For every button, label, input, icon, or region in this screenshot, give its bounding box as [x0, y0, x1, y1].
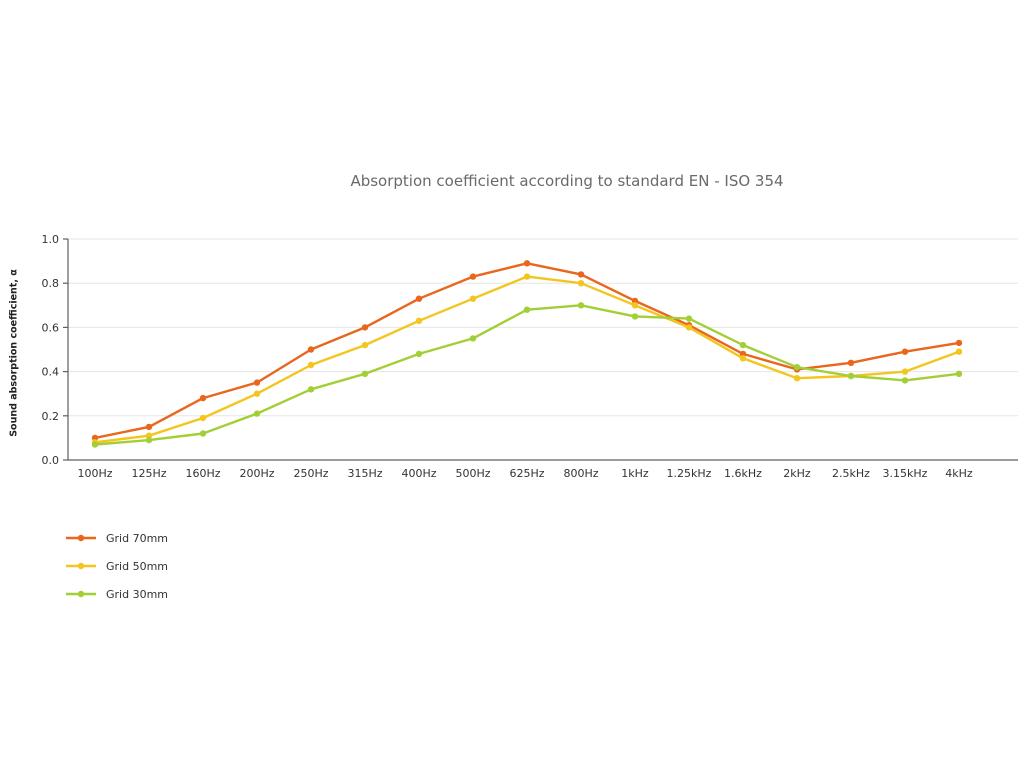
data-point-marker: [577, 280, 585, 287]
x-tick-label: 250Hz: [293, 467, 328, 480]
data-point-marker: [469, 335, 477, 342]
legend-label: Grid 70mm: [106, 531, 169, 545]
data-point-marker: [523, 273, 531, 280]
legend: Grid 70mm Grid 50mm Grid 30mm: [66, 524, 168, 608]
data-point-marker: [361, 341, 369, 349]
data-point-marker: [523, 306, 531, 313]
y-tick-label: 0.2: [42, 410, 60, 423]
x-tick-label: 800Hz: [563, 467, 598, 480]
legend-item: Grid 30mm: [66, 580, 168, 608]
data-point-marker: [415, 350, 423, 358]
data-point-marker: [685, 315, 693, 322]
data-point-marker: [253, 390, 261, 397]
data-point-marker: [145, 432, 153, 439]
series-line: [93, 304, 961, 446]
data-point-marker: [631, 297, 639, 305]
x-tick-label: 2kHz: [783, 467, 811, 480]
data-point-marker: [307, 361, 315, 369]
data-point-marker: [199, 430, 207, 437]
data-point-marker: [631, 302, 639, 309]
data-point-marker: [361, 370, 369, 377]
legend-label: Grid 50mm: [106, 559, 169, 573]
data-point-marker: [199, 414, 207, 422]
x-tick-label: 500Hz: [455, 467, 490, 480]
data-point-marker: [253, 379, 261, 386]
x-tick-label: 315Hz: [347, 467, 382, 480]
x-tick-label: 4kHz: [945, 467, 973, 480]
data-point-marker: [145, 423, 153, 431]
data-point-marker: [469, 295, 477, 302]
data-point-marker: [793, 375, 801, 382]
y-tick-label: 0.6: [42, 321, 60, 334]
data-point-marker: [253, 410, 261, 417]
x-tick-label: 400Hz: [401, 467, 436, 480]
data-point-marker: [91, 434, 99, 442]
data-point-marker: [739, 350, 747, 358]
data-point-marker: [577, 271, 585, 278]
data-point-marker: [145, 436, 153, 444]
data-point-marker: [739, 355, 747, 362]
x-tick-label: 3.15kHz: [883, 467, 928, 480]
series-line: [93, 262, 961, 440]
legend-label: Grid 30mm: [106, 587, 169, 601]
x-tick-label: 2.5kHz: [832, 467, 870, 480]
data-point-marker: [901, 368, 909, 375]
legend-item: Grid 50mm: [66, 552, 168, 580]
chart-title: Absorption coefficient according to stan…: [350, 172, 784, 190]
x-tick-label: 1.6kHz: [724, 467, 762, 480]
x-tick-label: 100Hz: [77, 467, 112, 480]
data-point-marker: [469, 273, 477, 280]
data-point-marker: [91, 441, 99, 448]
data-point-marker: [631, 313, 639, 320]
legend-swatch-icon: [66, 590, 96, 598]
data-point-marker: [847, 359, 855, 366]
data-point-marker: [415, 317, 423, 324]
legend-swatch-icon: [66, 534, 96, 542]
data-point-marker: [955, 370, 963, 377]
y-tick-label: 0.8: [42, 277, 60, 290]
data-point-marker: [523, 260, 531, 267]
data-point-marker: [307, 346, 315, 353]
data-point-marker: [685, 324, 693, 331]
data-point-marker: [307, 386, 315, 393]
y-tick-label: 0.0: [42, 454, 60, 467]
x-tick-label: 625Hz: [509, 467, 544, 480]
data-point-marker: [901, 377, 909, 384]
y-tick-label: 0.4: [42, 366, 60, 379]
data-point-marker: [199, 394, 207, 402]
data-point-marker: [739, 341, 747, 349]
x-tick-label: 160Hz: [185, 467, 220, 480]
x-tick-label: 1kHz: [621, 467, 649, 480]
y-tick-label: 1.0: [42, 233, 60, 246]
data-point-marker: [955, 348, 963, 355]
data-point-marker: [901, 348, 909, 355]
data-point-marker: [847, 372, 855, 380]
data-point-marker: [793, 364, 801, 371]
series-line: [93, 275, 961, 444]
data-point-marker: [955, 339, 963, 347]
legend-item: Grid 70mm: [66, 524, 168, 552]
data-point-marker: [577, 302, 585, 309]
x-tick-label: 200Hz: [239, 467, 274, 480]
legend-swatch-icon: [66, 562, 96, 570]
x-tick-label: 1.25kHz: [667, 467, 712, 480]
data-point-marker: [361, 324, 369, 331]
data-point-marker: [415, 295, 423, 302]
x-tick-label: 125Hz: [131, 467, 166, 480]
